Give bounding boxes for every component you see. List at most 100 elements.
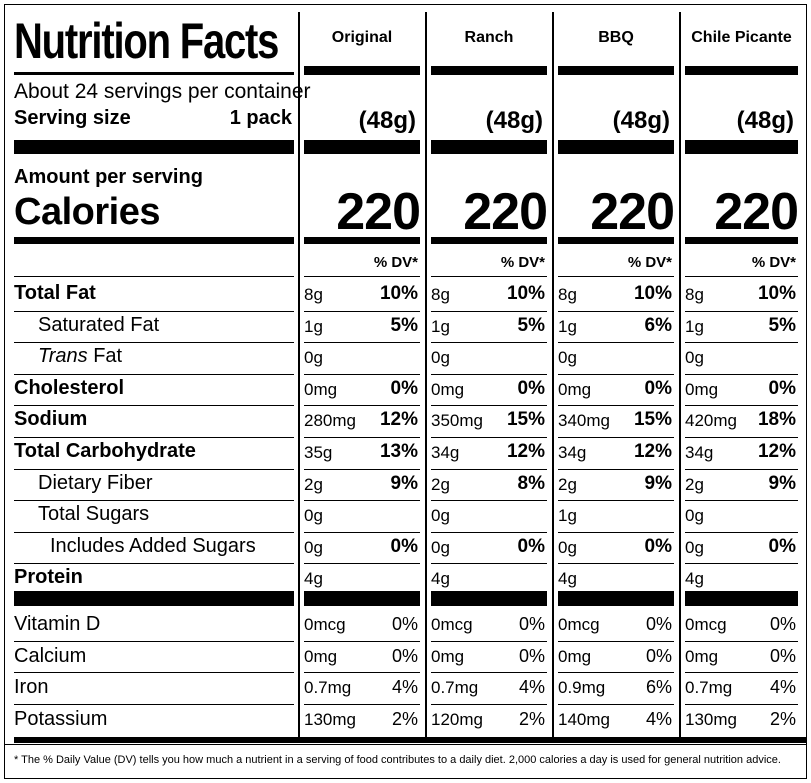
vitamin-amount: 130mg (685, 709, 737, 729)
nutrient-label-2: Saturated Fat (38, 313, 160, 336)
column-header-1: Original (331, 29, 393, 46)
nutrient-amount: 2g (304, 474, 323, 494)
nutrient-dv: 18% (757, 409, 796, 431)
nutrient-dv: 9% (644, 472, 672, 494)
nutrient-amount: 0g (558, 348, 577, 368)
nutrient-row-rule (685, 374, 798, 375)
nutrient-amount: 1g (558, 316, 577, 336)
nutrient-row-rule (685, 532, 798, 533)
nutrient-row-rule (558, 563, 674, 564)
header-thick-rule (558, 66, 674, 75)
vitamin-amount: 0mcg (431, 615, 473, 634)
nutrient-dv: 0% (768, 535, 796, 557)
nutrient-row-rule (431, 405, 547, 406)
dv-header-rule (14, 276, 294, 277)
nutrient-row-rule (304, 532, 420, 533)
nutrient-label-italic: Trans (38, 345, 88, 368)
nutrient-dv: 10% (506, 283, 545, 304)
vitamin-row-rule (558, 704, 674, 705)
vitamin-dv: 0% (518, 614, 545, 634)
vitamin-label-1: Vitamin D (14, 613, 101, 635)
serving-size-3: (48g) (612, 107, 670, 134)
vitamin-amount: 0mcg (685, 615, 727, 634)
nutrient-row-rule (685, 342, 798, 343)
vitamin-label-3: Iron (14, 676, 49, 698)
nutrient-row-rule (14, 374, 294, 375)
calories-value-4: 220 (714, 183, 799, 241)
serving-size-4: (48g) (736, 107, 794, 134)
dv-header-rule (304, 276, 420, 277)
nutrient-amount: 0mg (304, 379, 338, 399)
nutrient-amount: 4g (431, 569, 450, 589)
nutrient-amount: 4g (685, 569, 704, 589)
calories-thick-rule (558, 237, 674, 244)
nutrient-amount: 0g (685, 537, 704, 557)
nutrient-label-7: Dietary Fiber (38, 471, 153, 494)
nutrient-row-rule (431, 532, 547, 533)
nutrient-row-rule (431, 469, 547, 470)
nutrient-amount: 35g (304, 443, 333, 462)
nutrient-label-8: Total Sugars (38, 503, 150, 526)
footnote: * The % Daily Value (DV) tells you how m… (14, 754, 781, 766)
vitamin-dv: 0% (391, 614, 418, 634)
vitamin-amount: 0.7mg (304, 678, 352, 697)
nutrient-row-rule (558, 405, 674, 406)
label-calories-rule (14, 237, 294, 244)
serving-size-2: (48g) (485, 107, 543, 134)
calories-thick-rule (685, 237, 798, 244)
nutrient-amount: 350mg (431, 411, 483, 431)
nutrient-amount: 0g (431, 537, 450, 557)
nutrient-dv: 12% (379, 409, 418, 431)
nutrient-amount: 0mg (558, 379, 592, 399)
nutrient-dv: 10% (379, 283, 418, 304)
vitamin-row-rule (431, 672, 547, 673)
vitamin-row-rule (14, 704, 294, 705)
vitamin-dv: 0% (391, 645, 418, 666)
vitamin-amount: 140mg (558, 709, 610, 729)
footnote-divider (4, 744, 807, 745)
nutrient-dv: 6% (644, 314, 672, 336)
vitamin-amount: 120mg (431, 709, 483, 729)
calories-value-3: 220 (590, 183, 675, 241)
column-header-3: BBQ (598, 29, 634, 46)
label-border (4, 4, 807, 779)
vitamin-label-2: Calcium (14, 644, 87, 667)
nutrient-dv: 12% (633, 441, 672, 462)
dv-header-rule (558, 276, 674, 277)
nutrient-dv: 0% (517, 535, 545, 557)
nutrient-row-rule (431, 500, 547, 501)
nutrient-dv: 12% (506, 441, 545, 462)
vitamin-amount: 0mcg (304, 615, 346, 634)
nutrient-row-rule (304, 500, 420, 501)
nutrient-label-9: Includes Added Sugars (50, 534, 256, 557)
dv-header-1: % DV* (373, 254, 418, 271)
vitamin-row-rule (685, 704, 798, 705)
vitamin-row-rule (431, 704, 547, 705)
nutrient-amount: 8g (431, 285, 450, 304)
nutrient-amount: 34g (685, 443, 714, 462)
nutrient-dv: 12% (757, 441, 796, 462)
vitamin-dv: 0% (518, 645, 545, 666)
nutrient-row-rule (685, 500, 798, 501)
nutrient-amount: 34g (558, 443, 587, 462)
vitamin-amount: 0mg (685, 646, 719, 666)
nutrient-amount: 1g (558, 506, 577, 526)
dv-header-2: % DV* (500, 254, 545, 271)
nutrient-row-rule (558, 342, 674, 343)
dv-header-4: % DV* (751, 254, 796, 271)
vitamin-amount: 0mcg (558, 615, 600, 634)
nutrient-row-rule (431, 437, 547, 438)
nutrient-dv: 0% (390, 377, 418, 399)
vitamin-thick-rule (304, 591, 420, 606)
vitamin-dv: 4% (518, 677, 545, 697)
nutrient-amount: 8g (558, 285, 577, 304)
vitamin-row-rule (685, 672, 798, 673)
nutrient-row-rule (685, 405, 798, 406)
vitamin-thick-rule (431, 591, 547, 606)
vitamin-dv: 4% (645, 708, 672, 729)
vitamin-dv: 6% (645, 677, 672, 697)
nutrient-label-5: Sodium (14, 408, 88, 431)
nutrient-amount: 8g (685, 285, 704, 304)
nutrient-row-rule (14, 311, 294, 312)
vitamin-dv: 4% (391, 677, 418, 697)
